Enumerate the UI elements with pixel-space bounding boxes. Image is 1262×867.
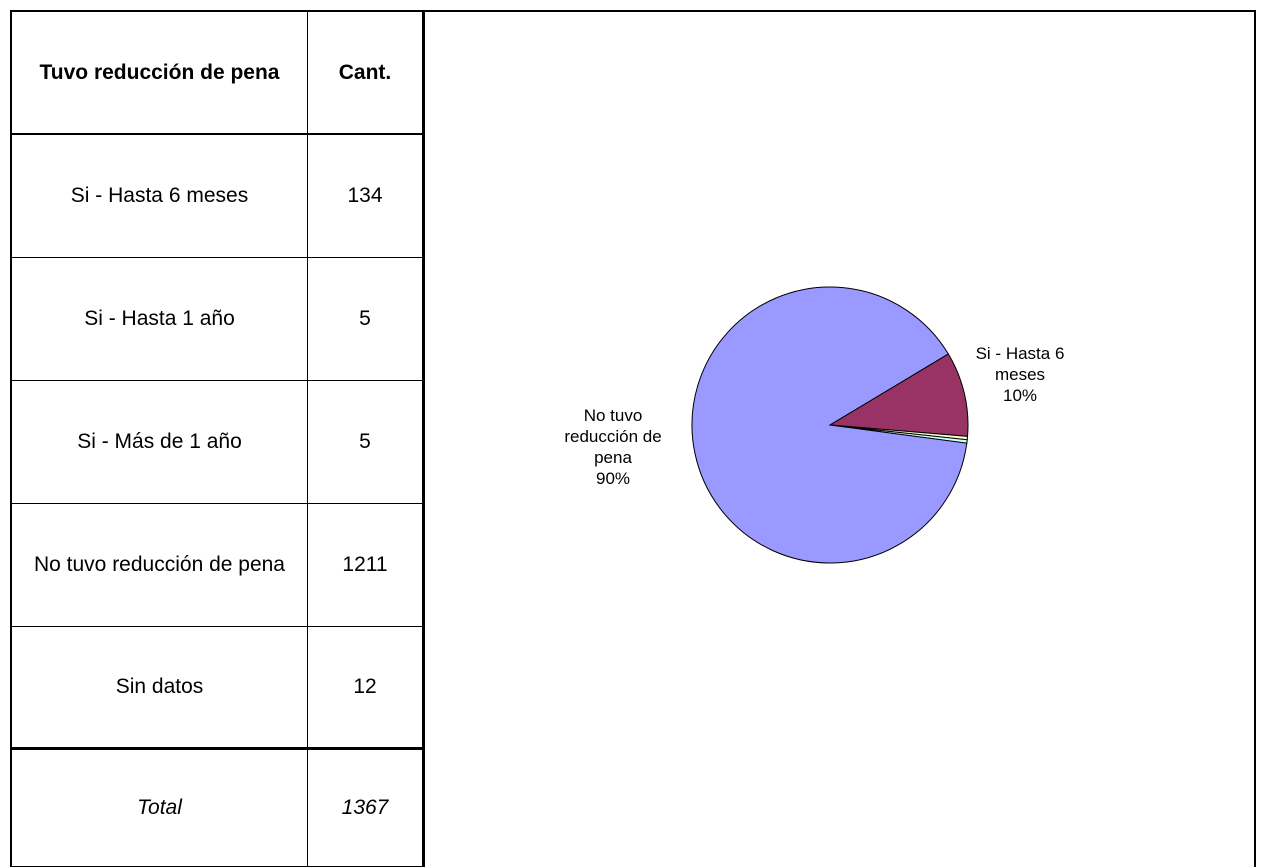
table-cell: 134	[308, 135, 422, 258]
slice-label: No tuvo reducción de pena	[564, 406, 662, 467]
table-cell: 1211	[308, 504, 422, 627]
slice-value-label: 10%	[1002, 386, 1038, 405]
table-cell: Si - Más de 1 año	[12, 381, 308, 504]
table-cell: 5	[308, 381, 422, 504]
table-cell: Cant.	[308, 12, 422, 135]
slice-value-label: 90%	[595, 469, 631, 488]
table-cell: Total	[12, 750, 308, 867]
table-cell: 12	[308, 627, 422, 750]
table-cell: Sin datos	[12, 627, 308, 750]
chart-frame	[422, 10, 1256, 867]
table-cell: Tuvo reducción de pena	[12, 12, 308, 135]
pie-slice	[828, 353, 969, 437]
table-cell: 1367	[308, 750, 422, 867]
table-cell: 5	[308, 258, 422, 381]
slice-label: Si - Hasta 6 meses	[975, 344, 1065, 384]
pie-slice	[691, 286, 968, 564]
table-cell: Si - Hasta 6 meses	[12, 135, 308, 258]
table-cell: No tuvo reducción de pena	[12, 504, 308, 627]
table-cell: Si - Hasta 1 año	[12, 258, 308, 381]
